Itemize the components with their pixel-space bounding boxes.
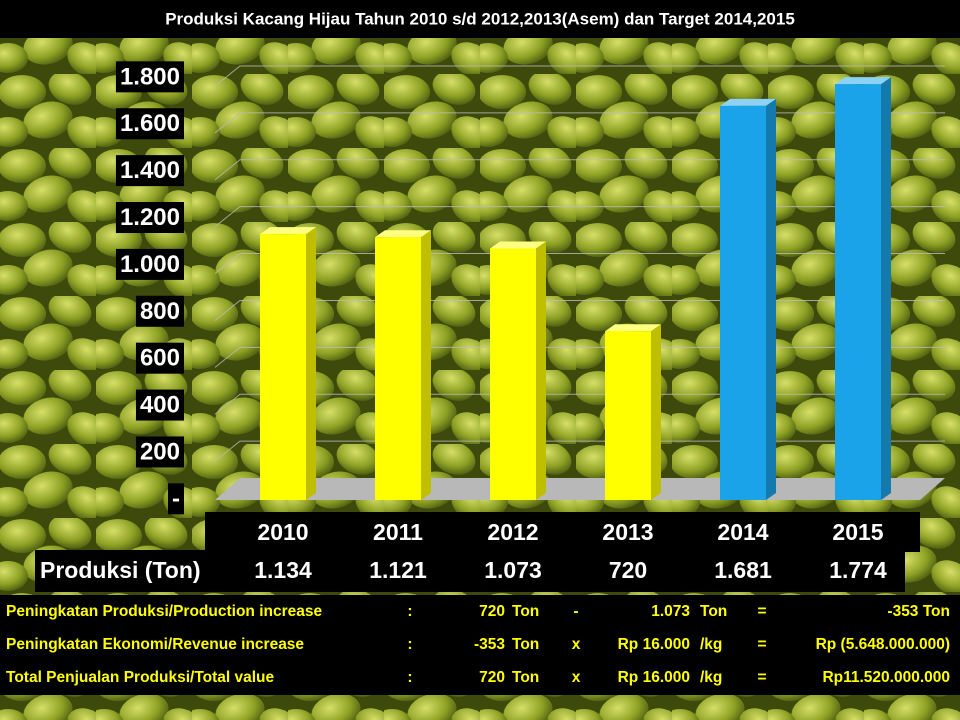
table-cell: Rp 16.000 bbox=[618, 636, 690, 653]
bar-side bbox=[766, 98, 776, 500]
table-cell: = bbox=[757, 669, 766, 686]
value-label: 1.121 bbox=[369, 557, 427, 583]
x-tick-label: 2015 bbox=[832, 519, 883, 545]
y-tick-bg bbox=[115, 155, 184, 187]
table-cell: 720 bbox=[479, 669, 505, 686]
table-cell: Peningkatan Ekonomi/Revenue increase bbox=[6, 636, 304, 653]
table-cell: Rp11.520.000.000 bbox=[822, 669, 950, 686]
table-cell: Rp (5.648.000.000) bbox=[816, 636, 950, 653]
y-tick-label: 200 bbox=[140, 438, 180, 465]
category-band bbox=[205, 512, 920, 552]
summary-table: Peningkatan Produksi/Production increase… bbox=[6, 603, 950, 686]
grid-line bbox=[214, 253, 945, 274]
bar-top bbox=[720, 98, 776, 106]
bar-top bbox=[260, 227, 316, 235]
table-cell: = bbox=[757, 636, 766, 653]
x-tick-label: 2012 bbox=[487, 519, 538, 545]
bar-side bbox=[881, 77, 891, 501]
value-label: 1.774 bbox=[829, 557, 887, 583]
title-bar bbox=[0, 0, 960, 38]
y-tick-bg bbox=[115, 108, 184, 140]
chart-title: Produksi Kacang Hijau Tahun 2010 s/d 201… bbox=[165, 9, 795, 28]
table-cell: -353 Ton bbox=[887, 603, 950, 620]
y-tick-bg bbox=[115, 202, 184, 234]
table-cell: - bbox=[573, 603, 578, 620]
grid-line bbox=[214, 65, 945, 87]
table-cell: : bbox=[407, 669, 412, 686]
bar bbox=[490, 248, 536, 500]
grid-line bbox=[214, 393, 945, 415]
y-tick-label: 1.800 bbox=[120, 63, 180, 90]
value-label: 720 bbox=[609, 557, 647, 583]
x-tick-label: 2013 bbox=[602, 519, 653, 545]
bar-top bbox=[490, 241, 546, 249]
bar bbox=[260, 234, 306, 500]
y-tick-bg bbox=[135, 342, 184, 374]
table-cell: /kg bbox=[700, 669, 722, 686]
values-row-label: Produksi (Ton) bbox=[40, 557, 201, 583]
table-cell: = bbox=[757, 603, 766, 620]
bar-side bbox=[651, 324, 661, 500]
bar bbox=[720, 105, 766, 500]
table-cell: -353 bbox=[474, 636, 505, 653]
grid-line bbox=[214, 206, 945, 228]
table-cell: x bbox=[572, 669, 581, 686]
bar bbox=[835, 84, 881, 501]
table-cell: Ton bbox=[512, 636, 539, 653]
bar bbox=[605, 331, 651, 500]
bar-top bbox=[375, 230, 431, 238]
bar-side bbox=[536, 241, 546, 501]
values-band bbox=[35, 550, 905, 592]
bar bbox=[375, 237, 421, 500]
table-cell: Ton bbox=[512, 603, 539, 620]
x-tick-label: 2010 bbox=[257, 519, 308, 545]
y-tick-bg bbox=[168, 483, 184, 515]
grid-line bbox=[214, 112, 945, 134]
y-tick-bg bbox=[115, 61, 184, 93]
table-cell: Ton bbox=[700, 603, 727, 620]
y-tick-label: 1.000 bbox=[120, 251, 180, 278]
bar-top bbox=[835, 77, 891, 85]
bar-side bbox=[421, 230, 431, 500]
bar-top bbox=[605, 324, 661, 332]
table-cell: 1.073 bbox=[651, 603, 690, 620]
table-cell: Total Penjualan Produksi/Total value bbox=[6, 669, 275, 686]
y-tick-bg bbox=[135, 436, 184, 468]
y-tick-label: 1.400 bbox=[120, 157, 180, 184]
table-cell: Rp 16.000 bbox=[618, 669, 690, 686]
table-bg bbox=[0, 595, 960, 695]
y-tick-bg bbox=[135, 295, 184, 327]
grid-line bbox=[214, 440, 945, 462]
y-tick-label: 1.600 bbox=[120, 110, 180, 137]
y-tick-bg bbox=[115, 248, 184, 280]
table-cell: Ton bbox=[512, 669, 539, 686]
grid-line bbox=[214, 159, 945, 181]
table-cell: Peningkatan Produksi/Production increase bbox=[6, 603, 322, 620]
value-label: 1.134 bbox=[254, 557, 312, 583]
y-tick-label: 800 bbox=[140, 298, 180, 325]
table-cell: : bbox=[407, 636, 412, 653]
bar-side bbox=[306, 227, 316, 500]
value-label: 1.073 bbox=[484, 557, 542, 583]
value-label: 1.681 bbox=[714, 557, 772, 583]
x-tick-label: 2011 bbox=[373, 519, 423, 545]
table-cell: /kg bbox=[700, 636, 722, 653]
table-cell: 720 bbox=[479, 603, 505, 620]
table-cell: x bbox=[572, 636, 581, 653]
y-tick-label: 600 bbox=[140, 345, 180, 372]
y-tick-label: - bbox=[172, 485, 180, 512]
x-tick-label: 2014 bbox=[717, 519, 768, 545]
table-cell: : bbox=[407, 603, 412, 620]
y-tick-label: 400 bbox=[140, 392, 180, 419]
grid-line bbox=[214, 346, 945, 368]
y-tick-label: 1.200 bbox=[120, 204, 180, 231]
y-tick-bg bbox=[135, 389, 184, 421]
grid-line bbox=[214, 299, 945, 321]
